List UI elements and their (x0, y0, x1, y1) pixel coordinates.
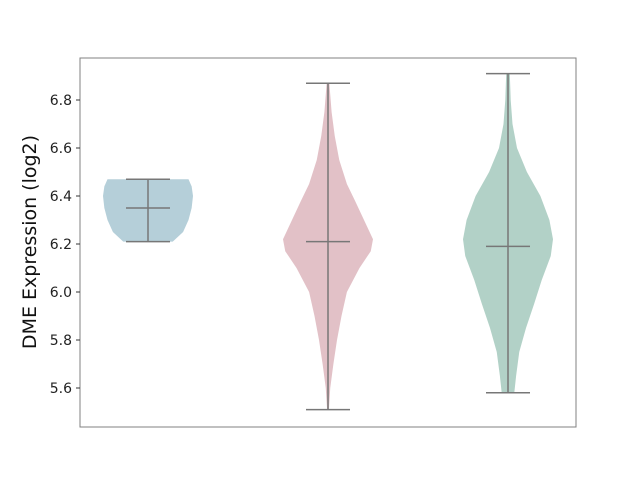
y-tick-label: 6.0 (50, 285, 72, 301)
y-axis: 5.6 5.8 6.0 6.2 6.4 6.6 6.8 (50, 93, 80, 397)
violins (103, 72, 553, 411)
y-tick-label: 6.8 (50, 93, 72, 109)
y-tick-label: 6.4 (50, 189, 72, 205)
y-tick-label: 5.6 (50, 381, 72, 397)
y-axis-label: DME Expression (log2) (19, 135, 41, 349)
y-tick-label: 6.6 (50, 141, 72, 157)
y-tick-label: 6.2 (50, 237, 72, 253)
y-tick-label: 5.8 (50, 333, 72, 349)
